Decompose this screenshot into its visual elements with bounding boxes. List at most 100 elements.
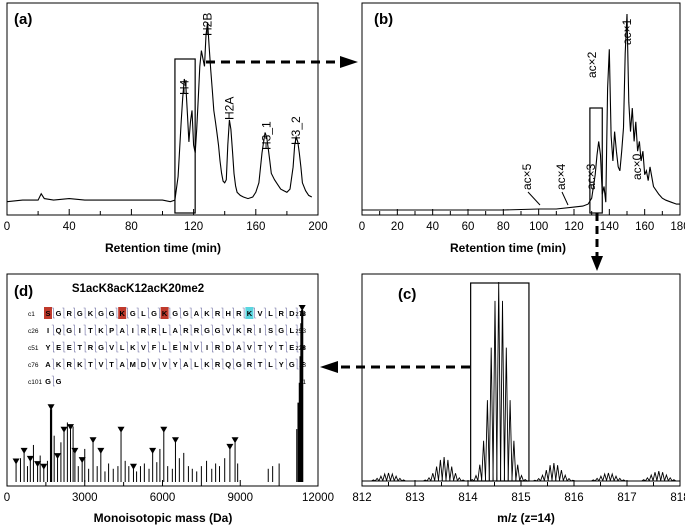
cleavage-mark	[94, 341, 98, 353]
cleavage-mark	[221, 307, 225, 319]
x-tick-label: 200	[308, 221, 327, 233]
cleavage-mark	[136, 358, 140, 370]
fragment-marker	[54, 453, 62, 460]
sequence-residue: L	[120, 343, 125, 352]
sequence-residue: G	[278, 326, 284, 335]
x-tick-label: 812	[352, 492, 371, 504]
cleavage-mark	[94, 358, 98, 370]
sequence-residue: V	[98, 360, 103, 369]
cleavage-mark	[274, 358, 278, 370]
sequence-map: c1SGRGKGGKGLGKGGAKRHRKVLRDNz78c26IQGITKP…	[28, 307, 307, 387]
cleavage-mark	[83, 324, 87, 336]
cleavage-mark	[179, 341, 182, 353]
sequence-residue: V	[257, 309, 262, 318]
fragment-marker	[60, 426, 68, 433]
cleavage-mark	[168, 324, 172, 336]
sequence-residue: R	[141, 326, 147, 335]
sequence-residue: R	[151, 326, 157, 335]
isotope-peak	[555, 465, 561, 482]
cleavage-mark	[73, 324, 76, 336]
arrow-c-to-d-head	[320, 361, 338, 373]
sequence-residue: L	[162, 343, 167, 352]
isotope-peak	[519, 474, 524, 482]
cleavage-mark	[104, 307, 108, 319]
sequence-residue: E	[289, 343, 294, 352]
sequence-row-end-index: z78	[296, 311, 307, 318]
sequence-row-start-index: c26	[28, 328, 39, 335]
cleavage-mark	[62, 307, 66, 319]
x-tick-label: 816	[564, 492, 583, 504]
isotope-peak	[594, 477, 600, 482]
h4-highlight-box	[174, 58, 196, 214]
cleavage-mark	[62, 341, 66, 353]
cleavage-mark	[242, 358, 246, 370]
cleavage-mark	[104, 324, 108, 336]
cleavage-mark	[51, 375, 55, 387]
isotope-peak	[437, 459, 443, 482]
cleavage-mark	[210, 358, 214, 370]
sequence-residue: I	[79, 326, 81, 335]
panel-a-xlabel: Retention time (min)	[105, 241, 221, 255]
cleavage-mark	[51, 324, 55, 336]
sequence-residue: R	[247, 326, 253, 335]
cleavage-mark	[136, 324, 140, 336]
isotope-peak	[473, 474, 479, 482]
isotope-peak	[609, 472, 615, 482]
sequence-residue: I	[259, 326, 261, 335]
isotope-peak	[496, 281, 502, 482]
panel-c-label: (c)	[398, 286, 416, 303]
cleavage-mark	[157, 307, 161, 319]
sequence-residue: V	[141, 343, 146, 352]
cleavage-mark	[126, 324, 129, 336]
sequence-residue: F	[152, 343, 157, 352]
sequence-residue: K	[236, 326, 242, 335]
cleavage-mark	[147, 307, 151, 319]
cleavage-mark	[115, 358, 119, 370]
envelope-highlight-box	[470, 282, 530, 482]
isotope-peak	[648, 473, 654, 482]
annotation-leader-0	[527, 191, 541, 206]
isotope-peak	[481, 440, 487, 482]
isotope-peak	[605, 472, 611, 482]
sequence-residue: P	[109, 326, 114, 335]
annotation-label-0: ac×5	[520, 163, 534, 190]
cleavage-mark	[115, 341, 119, 353]
panel-d-plot	[12, 305, 306, 482]
cleavage-mark	[285, 358, 288, 370]
isotope-peak	[507, 400, 513, 482]
sequence-residue: L	[268, 360, 273, 369]
sequence-residue: G	[56, 377, 62, 386]
chromatogram-line	[6, 22, 313, 203]
fragment-marker	[47, 404, 55, 411]
sequence-residue: L	[290, 326, 295, 335]
sequence-residue: G	[215, 326, 221, 335]
chromatogram-line	[362, 13, 680, 211]
fragment-marker	[66, 424, 74, 431]
sequence-residue: N	[183, 343, 188, 352]
sequence-row-start-index: c1	[28, 311, 35, 318]
x-tick-label: 100	[529, 221, 548, 233]
cleavage-mark	[263, 324, 267, 336]
peak-label-h4: H4	[177, 79, 191, 95]
cleavage-mark	[210, 307, 214, 319]
panel-c-frame	[361, 273, 681, 487]
isotope-peak	[374, 477, 380, 482]
fragment-marker	[129, 463, 137, 470]
sequence-residue: G	[98, 343, 104, 352]
panel-b-xlabel: Retention time (min)	[450, 241, 566, 255]
cleavage-mark	[285, 324, 288, 336]
cleavage-mark	[242, 307, 246, 319]
isotope-peak	[492, 300, 498, 482]
cleavage-mark	[274, 341, 278, 353]
sequence-residue: G	[98, 309, 104, 318]
sequence-residue: G	[289, 360, 295, 369]
sequence-residue: T	[258, 360, 263, 369]
cleavage-mark	[168, 307, 172, 319]
annotation-label-3: ac×2	[585, 51, 599, 78]
cleavage-mark	[285, 307, 288, 319]
modified-residue-highlight	[44, 307, 52, 319]
sequence-residue: R	[194, 326, 200, 335]
fragment-marker	[20, 447, 28, 454]
sequence-residue: V	[151, 360, 156, 369]
